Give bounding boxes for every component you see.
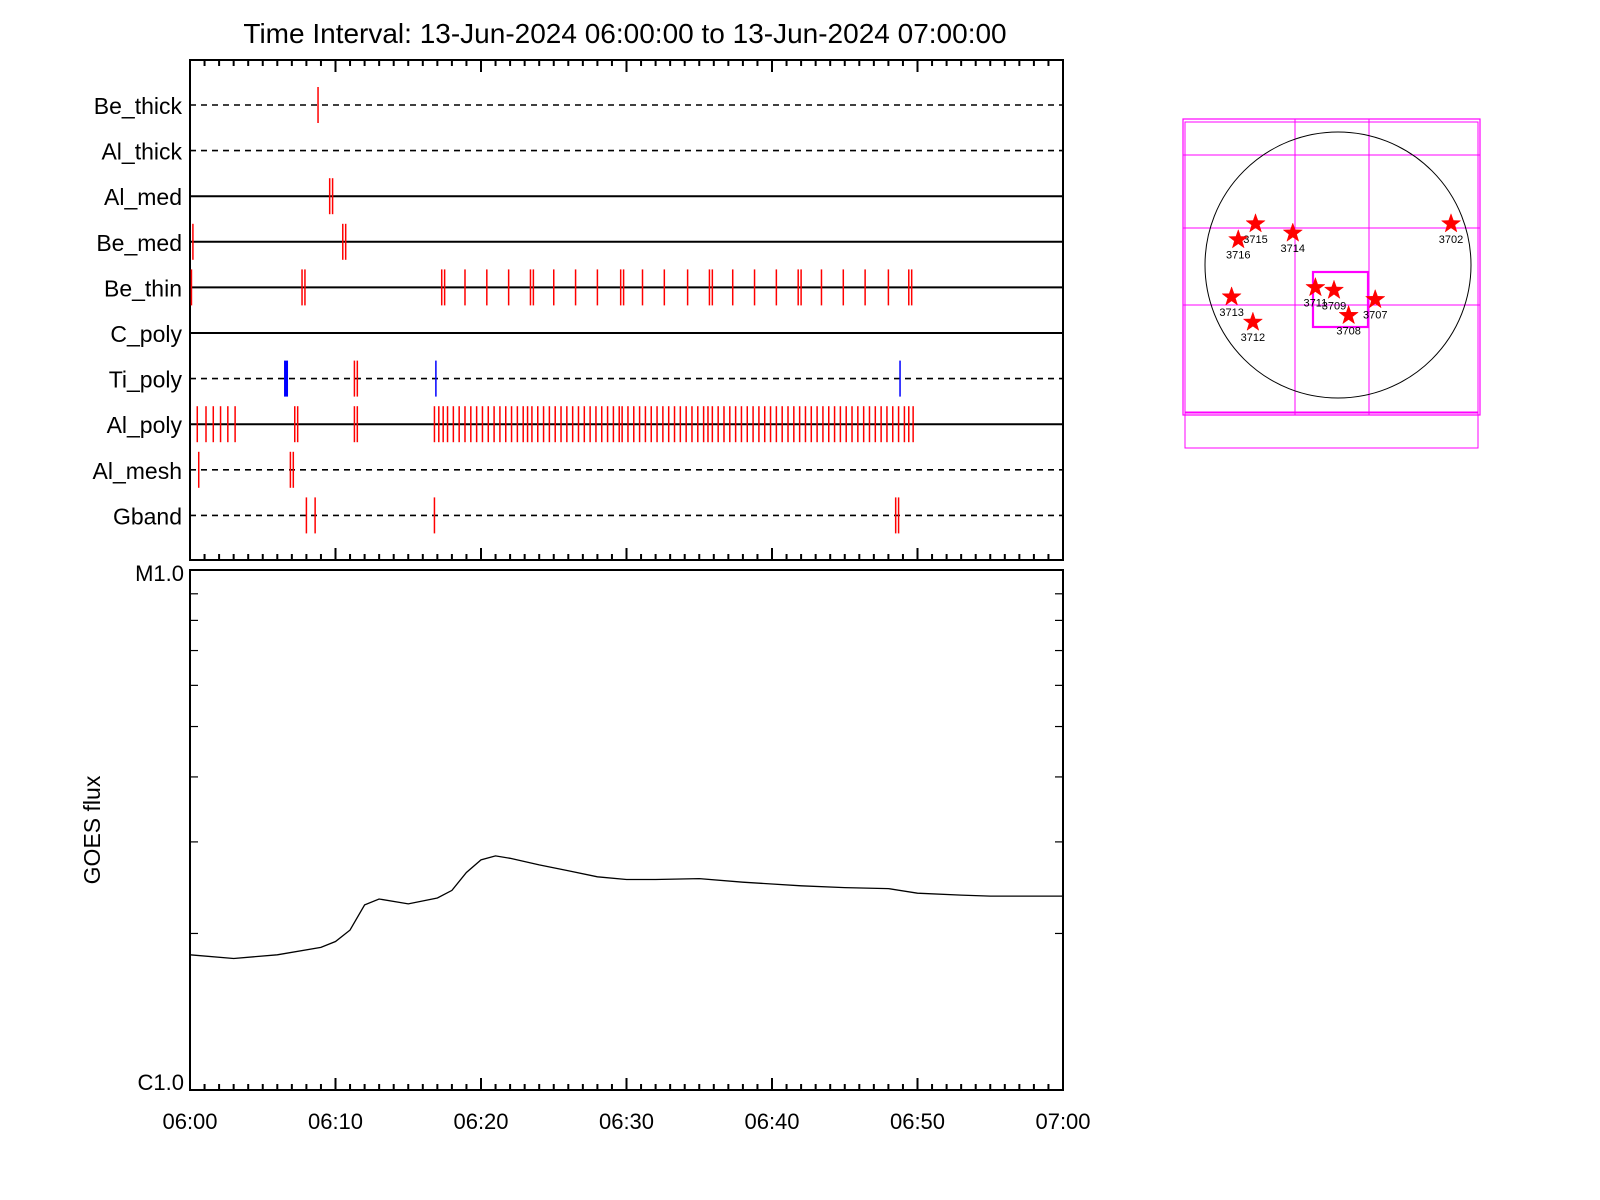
active-region-star xyxy=(1245,213,1266,233)
row-label-ti-poly: Ti_poly xyxy=(109,367,183,393)
row-label-c-poly: C_poly xyxy=(110,321,182,347)
active-region-star xyxy=(1364,288,1386,309)
active-region-label: 3707 xyxy=(1363,310,1387,322)
goes-y-axis-label: GOES flux xyxy=(79,775,105,884)
active-region-label: 3716 xyxy=(1226,250,1250,262)
goes-y-tick-label-bottom: C1.0 xyxy=(138,1070,184,1095)
fov-inner-frame xyxy=(1184,121,1479,413)
active-region-label: 3714 xyxy=(1281,243,1305,255)
goes-x-tick-label: 06:40 xyxy=(744,1109,799,1134)
goes-x-tick-label: 07:00 xyxy=(1035,1109,1090,1134)
goes-flux-line xyxy=(189,855,1063,960)
event-timeline-panel: Be_thick Al_thick Al_med Be_med Be_thin C_pol… xyxy=(93,59,1064,561)
active-region-star xyxy=(1221,286,1242,306)
goes-flux-panel: 06:00 06:10 06:20 06:30 06:40 06:50 07:00 M1.0 C… xyxy=(79,561,1091,1134)
row-label-al-med: Al_med xyxy=(104,184,182,210)
active-region-label: 3708 xyxy=(1336,326,1360,338)
fov-outer-frame xyxy=(1182,118,1481,416)
goes-frame xyxy=(189,569,1064,1091)
solar-limb xyxy=(1204,131,1472,399)
row-label-gband: Gband xyxy=(113,503,182,529)
row-label-al-poly: Al_poly xyxy=(107,412,183,438)
active-region-label: 3709 xyxy=(1322,300,1346,312)
row-label-al-thick: Al_thick xyxy=(101,139,182,165)
row-label-be-thin: Be_thin xyxy=(104,275,182,301)
row-label-be-med: Be_med xyxy=(96,230,182,256)
chart-title: Time Interval: 13-Jun-2024 06:00:00 to 1… xyxy=(243,18,1006,49)
active-region-star xyxy=(1440,213,1462,233)
goes-x-tick-label: 06:20 xyxy=(453,1109,508,1134)
active-region-star xyxy=(1242,311,1264,331)
active-region-star xyxy=(1323,279,1345,300)
active-region-star xyxy=(1305,276,1326,297)
active-region-star xyxy=(1282,222,1304,242)
goes-x-tick-label: 06:10 xyxy=(308,1109,363,1134)
fov-target-box xyxy=(1311,270,1370,329)
active-region-label: 3702 xyxy=(1439,234,1463,246)
active-region-label: 3711 xyxy=(1304,298,1328,310)
active-region-label: 3712 xyxy=(1241,332,1265,344)
row-label-al-mesh: Al_mesh xyxy=(93,458,182,484)
goes-x-tick-label: 06:00 xyxy=(162,1109,217,1134)
goes-y-tick-label-top: M1.0 xyxy=(135,561,184,586)
goes-x-tick-label: 06:50 xyxy=(890,1109,945,1134)
row-label-be-thick: Be_thick xyxy=(94,93,183,119)
active-region-star xyxy=(1338,304,1359,325)
timeline-frame xyxy=(189,59,1064,561)
active-region-star xyxy=(1227,228,1249,249)
goes-x-tick-label: 06:30 xyxy=(599,1109,654,1134)
fov-lower-frame xyxy=(1184,412,1479,449)
active-region-label: 3715 xyxy=(1243,234,1267,246)
active-region-label: 3713 xyxy=(1219,307,1243,319)
